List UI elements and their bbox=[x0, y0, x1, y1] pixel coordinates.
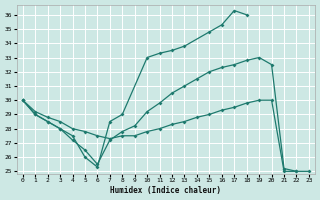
X-axis label: Humidex (Indice chaleur): Humidex (Indice chaleur) bbox=[110, 186, 221, 195]
